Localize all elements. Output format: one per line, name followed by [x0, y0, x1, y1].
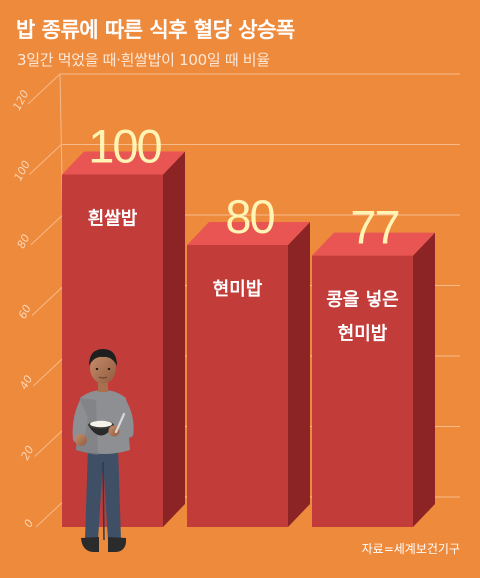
- grid-line-diagonal: [34, 426, 68, 457]
- y-axis-ticks: 0 20 40 60 80 100 120: [10, 88, 36, 529]
- grid-line-diagonal: [28, 144, 62, 175]
- bar-top: [187, 222, 310, 245]
- y-tick-label: 100: [12, 159, 33, 184]
- category-label: 콩을 넣은: [326, 290, 399, 311]
- chart-subtitle: 3일간 먹었을 때·흰쌀밥이 100일 때 비율: [17, 51, 270, 69]
- category-label: 현미밥: [213, 279, 263, 300]
- value-label: 77: [350, 201, 398, 254]
- bar-top: [312, 232, 435, 256]
- value-label: 80: [225, 190, 274, 243]
- chart-title: 밥 종류에 따른 식후 혈당 상승폭: [16, 18, 295, 42]
- y-tick-label: 80: [15, 232, 33, 250]
- grid-line-diagonal: [31, 285, 65, 316]
- grid-line-diagonal: [32, 355, 66, 387]
- value-label: 100: [88, 120, 161, 173]
- y-tick-label: 40: [17, 373, 35, 391]
- category-label: 흰쌀밥: [88, 209, 138, 230]
- y-tick-label: 20: [19, 444, 37, 462]
- bar: [187, 245, 288, 527]
- bar-side: [413, 232, 435, 527]
- person-illustration: [72, 349, 134, 552]
- y-tick-label: 120: [10, 88, 31, 113]
- bar-group: 80 현미밥: [187, 190, 310, 527]
- bar-side: [163, 151, 185, 527]
- y-tick-label: 60: [16, 303, 34, 321]
- bar-side: [288, 222, 310, 527]
- bar: [312, 255, 413, 527]
- grid-line-diagonal: [30, 214, 64, 246]
- bar-top: [62, 151, 185, 175]
- category-label: 현미밥: [338, 324, 388, 345]
- y-tick-label: 0: [22, 517, 37, 529]
- bar-group: 100 흰쌀밥: [62, 120, 185, 527]
- source-note: 자료=세계보건기구: [361, 542, 460, 556]
- grid-line-diagonal: [27, 73, 61, 105]
